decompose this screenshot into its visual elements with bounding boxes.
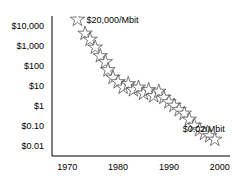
svg-text:$10,000: $10,000 [11, 21, 44, 31]
svg-text:$0.01: $0.01 [21, 141, 44, 151]
svg-text:2000: 2000 [210, 162, 230, 172]
svg-text:$0.02/Mbit: $0.02/Mbit [183, 124, 226, 134]
svg-text:$10: $10 [29, 81, 44, 91]
svg-text:1970: 1970 [57, 162, 77, 172]
svg-text:$0.10: $0.10 [21, 121, 44, 131]
svg-text:$20,000/Mbit: $20,000/Mbit [86, 15, 139, 25]
svg-text:1990: 1990 [159, 162, 179, 172]
svg-text:$1,000: $1,000 [16, 41, 44, 51]
svg-text:$100: $100 [24, 61, 44, 71]
svg-text:$1: $1 [34, 101, 44, 111]
svg-text:1980: 1980 [108, 162, 128, 172]
